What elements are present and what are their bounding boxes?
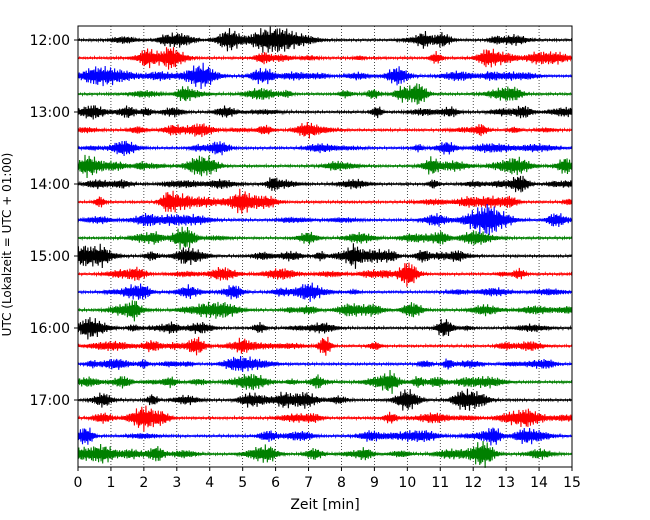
plot-frame <box>77 25 573 468</box>
y-tick-label: 12:00 <box>30 33 70 49</box>
trace-1200 <box>77 26 573 53</box>
x-axis-ticks: 0 1 2 3 4 5 6 7 8 9 10 11 12 13 14 15 <box>74 467 581 491</box>
x-tick-label: 1 <box>106 475 115 491</box>
trace-1515 <box>77 262 573 287</box>
trace-1615 <box>77 336 573 356</box>
x-tick-label: 12 <box>464 475 482 491</box>
x-tick-label: 4 <box>205 475 214 491</box>
trace-1700 <box>77 388 573 411</box>
trace-1315 <box>77 121 573 139</box>
x-axis-label: Zeit [min] <box>290 497 359 513</box>
trace-1530 <box>77 282 573 302</box>
trace-1600 <box>77 317 573 340</box>
trace-1745 <box>77 441 573 468</box>
trace-1245 <box>77 83 573 105</box>
x-tick-label: 9 <box>370 475 379 491</box>
y-tick-label: 15:00 <box>30 249 70 265</box>
trace-1630 <box>77 355 573 372</box>
x-tick-label: 7 <box>304 475 313 491</box>
trace-1715 <box>77 405 573 432</box>
y-tick-label: 16:00 <box>30 321 70 337</box>
trace-1345 <box>77 154 573 178</box>
y-tick-label: 14:00 <box>30 177 70 193</box>
x-tick-label: 3 <box>172 475 181 491</box>
x-tick-label: 6 <box>271 475 280 491</box>
trace-1445 <box>77 226 573 250</box>
y-axis-label: UTC (Lokalzeit = UTC + 01:00) <box>0 153 14 337</box>
trace-1330 <box>77 140 573 156</box>
trace-1430 <box>77 204 573 236</box>
seismogram-traces <box>77 26 573 468</box>
trace-1215 <box>77 47 573 70</box>
trace-1400 <box>77 175 573 193</box>
trace-1300 <box>77 105 573 120</box>
trace-1230 <box>77 62 573 90</box>
trace-1645 <box>77 369 573 394</box>
x-tick-label: 10 <box>398 475 416 491</box>
y-tick-label: 17:00 <box>30 393 70 409</box>
trace-1500 <box>77 243 573 269</box>
x-tick-label: 15 <box>563 475 581 491</box>
x-tick-label: 14 <box>530 475 548 491</box>
trace-1730 <box>77 427 573 446</box>
y-tick-label: 13:00 <box>30 105 70 121</box>
trace-1415 <box>77 188 573 214</box>
x-tick-label: 11 <box>431 475 449 491</box>
x-tick-label: 5 <box>238 475 247 491</box>
y-axis-ticks: 12:00 13:00 14:00 15:00 16:00 17:00 <box>30 33 78 409</box>
x-tick-label: 2 <box>139 475 148 491</box>
x-tick-label: 0 <box>74 475 83 491</box>
trace-1545 <box>77 300 573 322</box>
x-tick-label: 13 <box>497 475 515 491</box>
x-tick-label: 8 <box>337 475 346 491</box>
